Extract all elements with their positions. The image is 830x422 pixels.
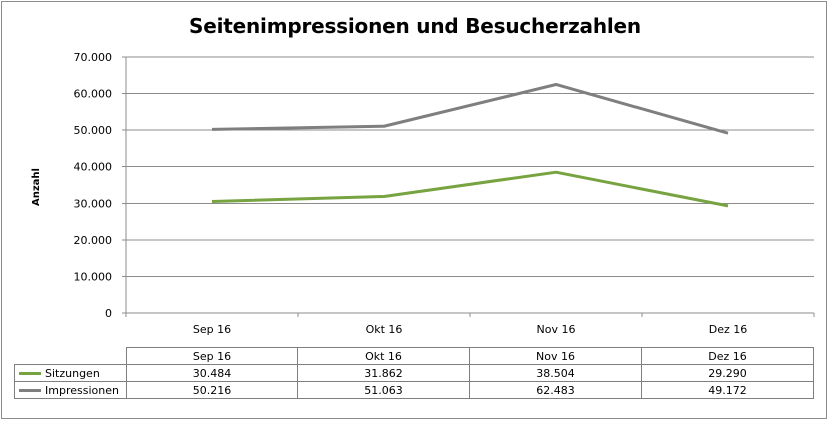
x-tick-label: Okt 16 [366,323,403,336]
data-table-row-header: Impressionen [14,381,127,399]
data-table-cell: 38.504 [469,364,642,382]
data-table-header-row: Sep 16 Okt 16 Nov 16 Dez 16 [15,347,814,365]
data-table-cell: 49.172 [641,381,814,399]
data-table-cell: 51.063 [297,381,470,399]
x-tick-label: Nov 16 [537,323,576,336]
data-table-header-cell: Sep 16 [126,347,298,365]
chart-title: Seitenimpressionen und Besucherzahlen [189,14,641,38]
y-tick-label: 50.000 [74,124,113,137]
data-table-cell: 30.484 [126,364,298,382]
data-table-corner [15,348,127,365]
series-name-sitzungen: Sitzungen [45,366,100,380]
x-tick-label: Sep 16 [193,323,231,336]
data-table-row-sitzungen: Sitzungen 30.484 31.862 38.504 29.290 [14,364,814,382]
y-tick-label: 30.000 [74,197,113,210]
series-line-impressionen [211,82,729,135]
data-table-cell: 31.862 [297,364,470,382]
data-table-cell: 62.483 [469,381,642,399]
y-tick-label: 70.000 [74,51,113,64]
data-table-cell: 50.216 [126,381,298,399]
data-table-header-cell: Nov 16 [469,347,642,365]
data-table: Sep 16 Okt 16 Nov 16 Dez 16 Sitzungen 30… [14,347,814,399]
legend-key-sitzungen [19,372,41,375]
series-name-impressionen: Impressionen [45,383,119,397]
data-table-row-header: Sitzungen [14,364,127,382]
y-tick-label: 40.000 [74,161,113,174]
data-table-header-cell: Dez 16 [641,347,814,365]
y-tick-label: 20.000 [74,234,113,247]
data-table-cell: 29.290 [641,364,814,382]
data-table-row-impressionen: Impressionen 50.216 51.063 62.483 49.172 [14,381,814,399]
x-tick-label: Dez 16 [709,323,748,336]
legend-key-impressionen [19,389,41,392]
y-tick-label: 60.000 [74,88,113,101]
data-table-header-cell: Okt 16 [297,347,470,365]
y-tick-label: 0 [105,307,112,320]
series-line-sitzungen [211,170,729,208]
y-tick-label: 10.000 [74,270,113,283]
